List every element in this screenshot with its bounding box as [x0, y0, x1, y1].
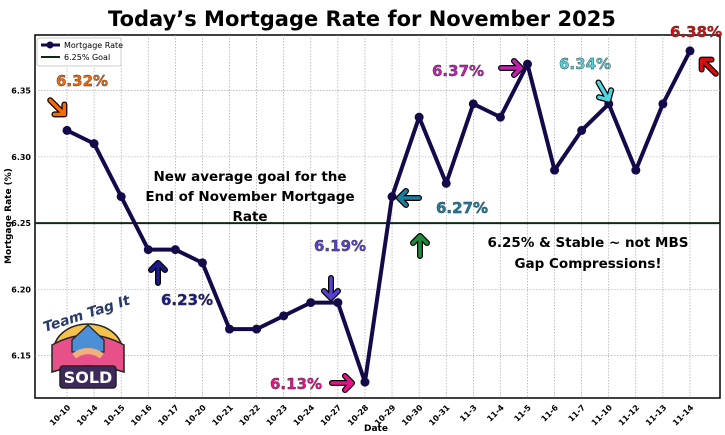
arrow-icon — [595, 79, 615, 103]
x-tick-label: 11-13 — [644, 403, 668, 427]
x-tick-label: 10-14 — [75, 403, 100, 428]
data-point-10-20 — [197, 258, 207, 268]
legend: Mortgage Rate 6.25% Goal — [36, 37, 123, 67]
y-axis-label: Mortgage Rate (%) — [4, 168, 14, 264]
legend-marker-rate — [46, 41, 54, 49]
y-tick-label: 6.30 — [11, 153, 31, 162]
data-point-10-27 — [333, 298, 343, 308]
x-axis-label: Date — [364, 424, 388, 434]
legend-label-rate: Mortgage Rate — [64, 41, 123, 50]
data-point-10-30 — [414, 112, 424, 122]
y-tick-label: 6.15 — [11, 352, 31, 361]
data-point-10-24 — [306, 298, 316, 308]
x-tick-label: 10-24 — [292, 403, 317, 428]
x-tick-label: 11-12 — [617, 403, 641, 427]
data-point-11-13 — [658, 99, 668, 109]
note-goal-line-1: New average goal for the — [153, 169, 346, 185]
annotation-6-34: 6.34% — [559, 55, 611, 73]
x-tick-label: 10-10 — [48, 403, 73, 428]
chart-title: Today’s Mortgage Rate for November 2025 — [108, 7, 616, 31]
x-tick-label: 10-17 — [156, 403, 180, 427]
data-point-11-12 — [631, 165, 641, 175]
data-point-11-14 — [685, 46, 695, 56]
note-stable: 6.25% & Stable ~ not MBS Gap Compression… — [488, 235, 689, 272]
legend-label-goal: 6.25% Goal — [64, 53, 110, 62]
x-tick-label: 10-15 — [102, 403, 127, 428]
arrow-icon — [396, 188, 422, 208]
data-point-10-28 — [360, 377, 370, 387]
note-stable-line-2: Gap Compressions! — [514, 256, 661, 272]
data-point-10-23 — [279, 311, 289, 321]
y-tick-label: 6.20 — [11, 285, 31, 294]
arrow-icon — [498, 58, 524, 78]
data-point-11-3 — [468, 99, 478, 109]
annotation-6-37: 6.37% — [432, 62, 484, 80]
data-point-10-16 — [143, 245, 153, 255]
note-goal-line-3: Rate — [232, 209, 267, 225]
x-tick-label: 11-10 — [590, 403, 615, 428]
annotation-6-19: 6.19% — [314, 237, 366, 255]
y-tick-label: 6.25 — [11, 219, 31, 228]
x-tick-label: 10-30 — [400, 403, 425, 428]
data-point-10-15 — [116, 192, 126, 202]
x-tick-label: 10-23 — [265, 403, 289, 427]
x-tick-label: 11-4 — [485, 403, 506, 424]
data-point-10-21 — [225, 324, 235, 334]
x-tick-label: 10-16 — [129, 403, 154, 428]
note-stable-line-1: 6.25% & Stable ~ not MBS — [488, 235, 689, 251]
data-point-11-6 — [550, 165, 560, 175]
arrow-icon — [47, 97, 68, 118]
annotation-6-32: 6.32% — [56, 72, 108, 90]
x-tick-label: 11-7 — [567, 403, 588, 424]
annotation-arrows — [47, 56, 719, 393]
annotation-6-23: 6.23% — [161, 291, 213, 309]
plot-frame — [34, 34, 721, 399]
y-tick-label: 6.35 — [11, 87, 31, 96]
annotation-6-27: 6.27% — [436, 199, 488, 217]
x-tick-label: 10-31 — [427, 403, 452, 428]
arrow-icon — [329, 373, 355, 393]
data-point-10-22 — [252, 324, 262, 334]
rate-line — [66, 49, 692, 385]
annotation-6-13: 6.13% — [270, 375, 322, 393]
x-tick-label: 10-22 — [238, 403, 262, 427]
x-tick-label: 10-21 — [210, 403, 235, 428]
x-tick-label: 10-27 — [319, 403, 343, 427]
x-tick-label: 11-3 — [458, 403, 479, 424]
data-point-10-17 — [170, 245, 180, 255]
arrow-icon — [410, 233, 430, 259]
annotation-6-38: 6.38% — [670, 23, 722, 41]
x-tick-label: 11-6 — [539, 403, 560, 424]
series-layer — [35, 46, 720, 387]
note-goal: New average goal for the End of November… — [145, 169, 354, 225]
data-point-11-7 — [577, 125, 587, 135]
data-point-11-4 — [495, 112, 505, 122]
data-point-10-29 — [387, 192, 397, 202]
arrow-icon — [698, 56, 719, 77]
logo-sold-text: SOLD — [64, 368, 113, 387]
x-tick-label: 10-20 — [183, 403, 208, 428]
team-tag-it-logo: SOLD Team Tag It — [41, 292, 133, 389]
grid — [34, 34, 721, 399]
data-point-11-5 — [522, 59, 532, 69]
data-point-10-10 — [62, 125, 72, 135]
data-point-10-14 — [89, 139, 99, 149]
arrow-icon — [321, 275, 341, 301]
x-tick-label: 11-14 — [671, 403, 696, 428]
arrow-icon — [148, 260, 168, 286]
annotations: 6.32% 6.23% 6.19% 6.13% 6.27% 6.37% 6.34… — [56, 23, 722, 393]
note-goal-line-2: End of November Mortgage — [145, 189, 354, 205]
x-tick-label: 11-5 — [512, 403, 533, 424]
data-point-10-31 — [441, 178, 451, 188]
